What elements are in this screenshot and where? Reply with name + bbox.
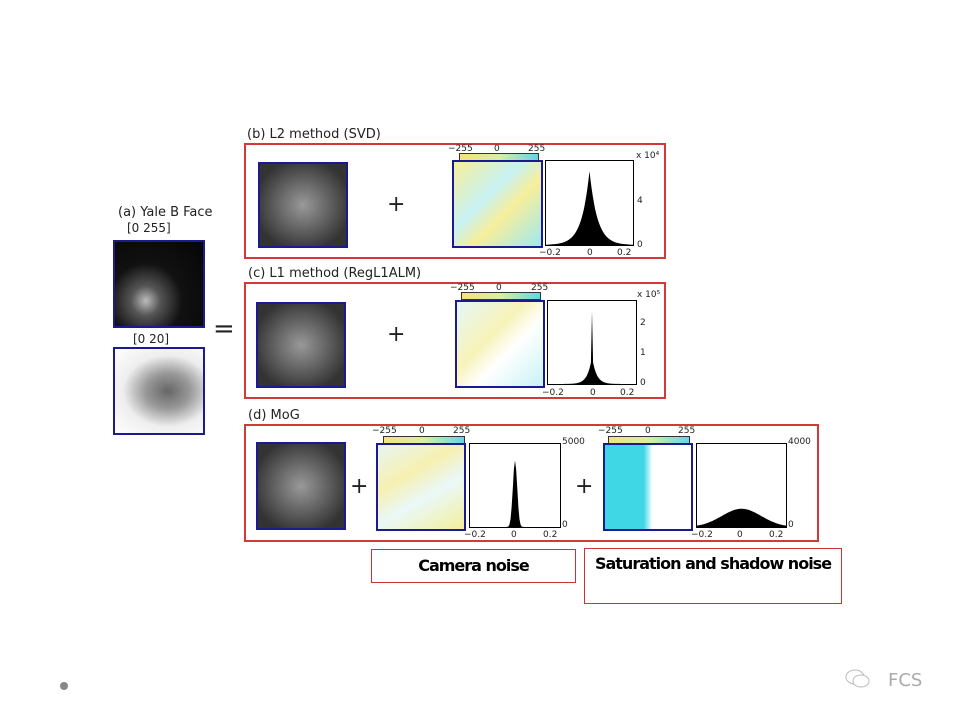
colorbar-mid: 0 [645,426,651,436]
colorbar-min: −255 [448,144,473,154]
plus-sign: + [350,474,369,499]
panel-b-frame [244,143,666,259]
colorbar-min: −255 [598,426,623,436]
x-tick: 0 [737,530,743,540]
y-tick: 2 [640,318,646,328]
scale-label: x 10⁵ [637,290,661,300]
x-tick: −0.2 [464,530,486,540]
histogram [545,160,634,246]
x-tick: 0 [587,248,593,258]
camera-noise-image [376,443,466,531]
panel-a-title: (a) Yale B Face [118,205,213,220]
low-rank-face [258,162,348,248]
equals-sign: = [213,314,235,344]
saturation-noise-image [603,443,693,531]
panel-c-frame [244,282,666,399]
x-tick: 0.2 [617,248,632,258]
x-tick: 0 [511,530,517,540]
y-tick: 0 [562,520,568,530]
colorbar-max: 255 [453,426,471,436]
panel-d-title: (d) MoG [248,408,300,423]
low-rank-face [256,302,346,388]
histogram-bars [546,171,633,245]
scale-label: x 10⁴ [636,151,660,161]
histogram [547,300,637,385]
y-tick: 0 [637,240,643,250]
colorbar-max: 255 [678,426,696,436]
x-tick: 0 [590,388,596,398]
colorbar [461,292,541,300]
plus-sign: + [575,474,594,499]
y-tick: 0 [788,520,794,530]
panel-a-range2: [0 20] [133,332,170,346]
x-tick: 0.2 [769,530,784,540]
logo-text: FCS [888,670,923,691]
y-tick: 0 [640,378,646,388]
noise-image [452,160,543,248]
wechat-icon [845,668,871,690]
histogram-bars [697,508,786,527]
face-image-dark [113,240,205,328]
face-image-bright [113,347,205,435]
y-tick: 4000 [788,437,811,447]
colorbar-mid: 0 [494,144,500,154]
colorbar-mid: 0 [496,283,502,293]
colorbar-mid: 0 [419,426,425,436]
panel-a-range1: [0 255] [127,221,171,235]
panel-b-title: (b) L2 method (SVD) [247,127,381,142]
panel-d-frame [244,424,819,542]
slide-bullet [60,682,68,690]
x-tick: −0.2 [539,248,561,258]
low-rank-face [256,442,346,530]
y-tick: 4 [637,196,643,206]
x-tick: 0.2 [620,388,635,398]
histogram-bars [548,311,636,384]
y-tick: 5000 [562,437,585,447]
histogram [469,443,561,528]
colorbar-min: −255 [450,283,475,293]
histogram [696,443,787,528]
x-tick: −0.2 [542,388,564,398]
x-tick: −0.2 [691,530,713,540]
histogram-bars [470,460,560,527]
x-tick: 0.2 [543,530,558,540]
y-tick: 1 [640,348,646,358]
colorbar-max: 255 [528,144,546,154]
colorbar-min: −255 [372,426,397,436]
plus-sign: + [387,322,406,347]
noise-image [455,300,545,388]
camera-noise-label: Camera noise [371,549,576,583]
plus-sign: + [387,192,406,217]
colorbar-max: 255 [531,283,549,293]
panel-c-title: (c) L1 method (RegL1ALM) [248,266,422,281]
saturation-noise-label: Saturation and shadow noise [584,548,842,604]
